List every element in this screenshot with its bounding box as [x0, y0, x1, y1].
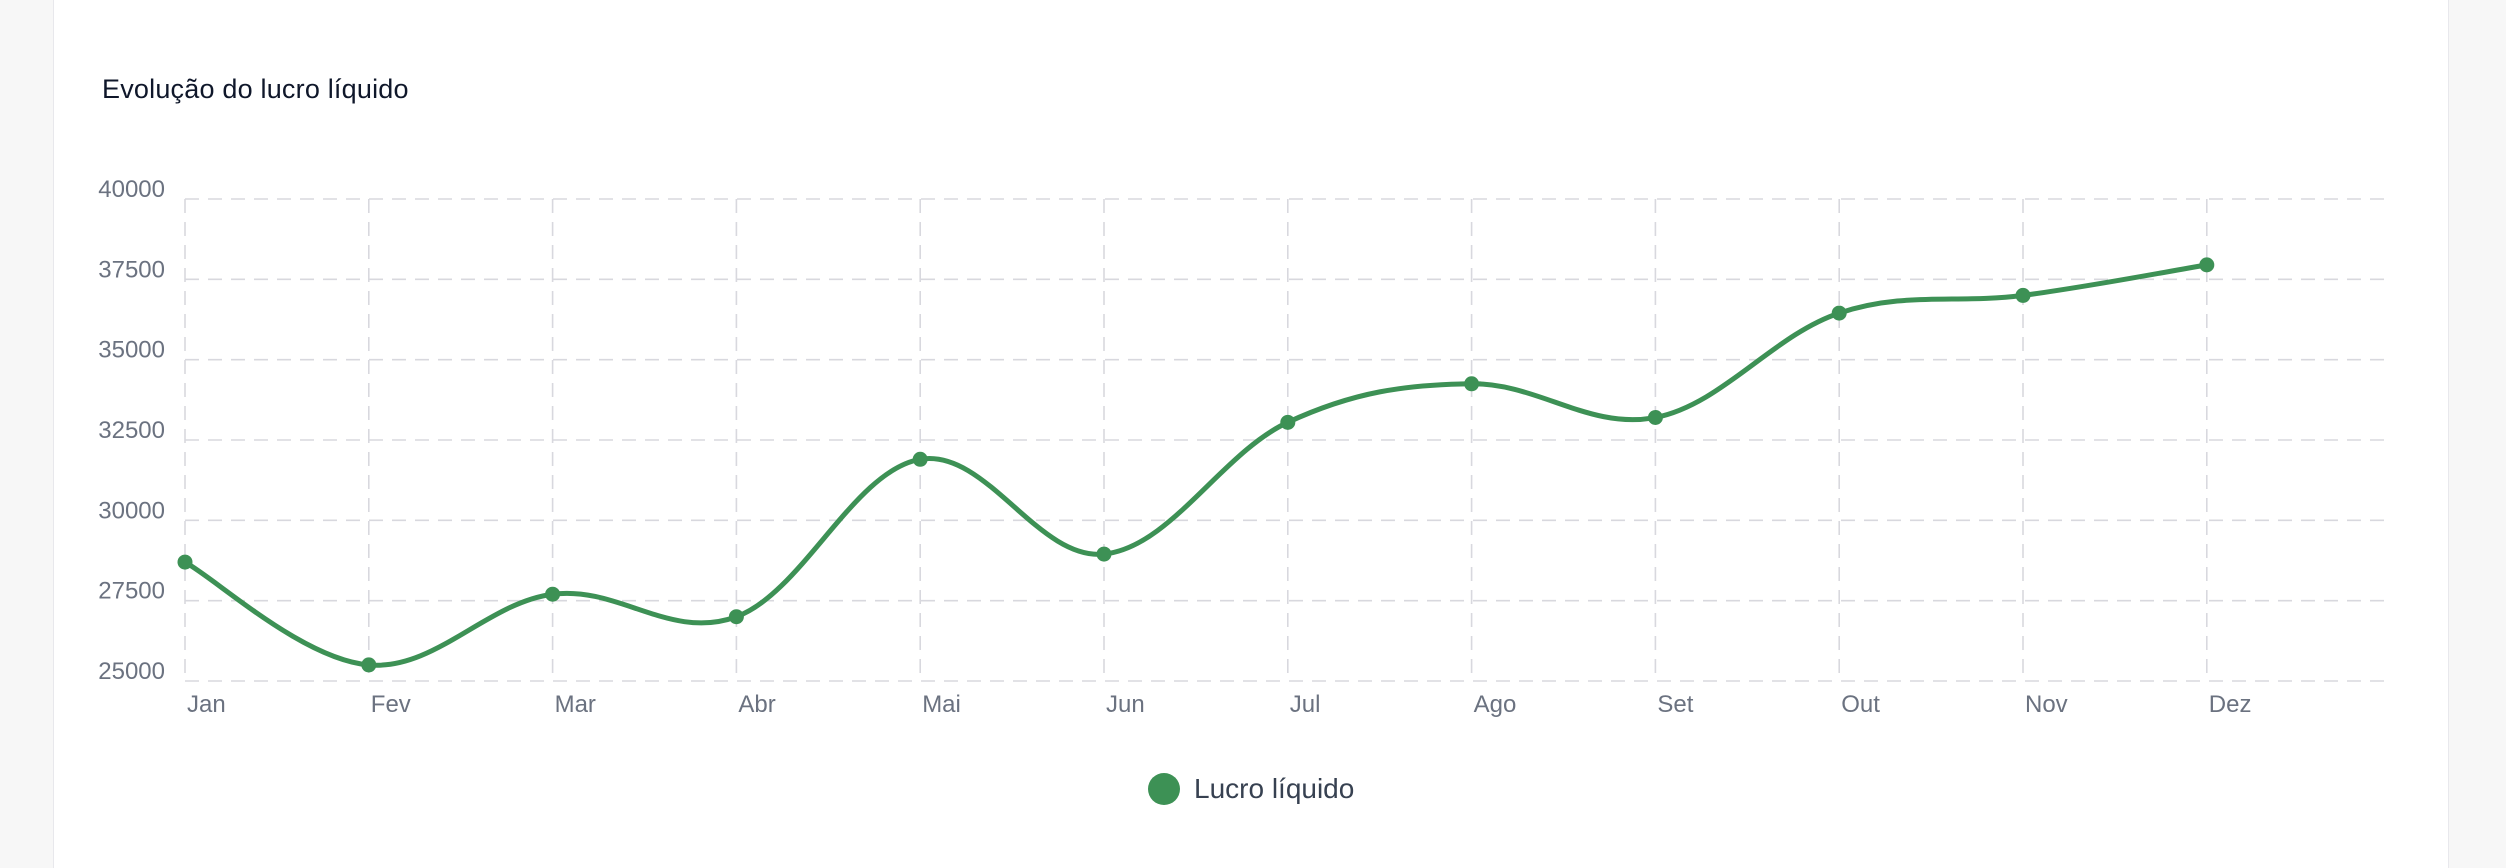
x-tick-label: Dez — [2209, 691, 2252, 718]
y-tick-label: 27500 — [98, 578, 165, 605]
legend-marker-icon — [1148, 773, 1180, 805]
x-tick-label: Abr — [738, 691, 775, 718]
series-line-lucro-liquido — [182, 262, 2210, 668]
chart-grid — [184, 198, 2388, 682]
data-point-nov[interactable] — [2015, 287, 2031, 303]
y-axis-ticks: 40000 37500 35000 32500 30000 27500 25000 — [98, 176, 165, 685]
chart-card-title: Evolução do lucro líquido — [102, 74, 409, 104]
y-tick-label: 40000 — [98, 176, 165, 203]
series-lucro-liquido — [182, 262, 2210, 668]
legend-label: Lucro líquido — [1194, 773, 1355, 804]
data-point-abr[interactable] — [728, 609, 744, 625]
x-axis-ticks: Jan Fev Mar Abr Mai Jun Jul Ago Set Out Nov Dez — [187, 691, 2251, 718]
data-point-mar[interactable] — [545, 586, 561, 602]
y-tick-label: 35000 — [98, 337, 165, 364]
series-points — [177, 257, 2215, 673]
x-tick-label: Jun — [1106, 691, 1145, 718]
y-tick-label: 37500 — [98, 256, 165, 283]
data-point-set[interactable] — [1647, 410, 1663, 426]
y-tick-label: 25000 — [98, 658, 165, 685]
x-tick-label: Jul — [1290, 691, 1321, 718]
chart-legend[interactable]: Lucro líquido — [1148, 772, 1354, 806]
x-tick-label: Nov — [2025, 691, 2068, 718]
data-point-ago[interactable] — [1464, 376, 1480, 392]
x-tick-label: Mai — [922, 691, 961, 718]
x-tick-label: Ago — [1474, 691, 1517, 718]
x-tick-label: Set — [1657, 691, 1693, 718]
x-tick-label: Mar — [555, 691, 596, 718]
data-point-jun[interactable] — [1096, 546, 1112, 562]
x-tick-label: Fev — [371, 691, 411, 718]
data-point-mai[interactable] — [912, 451, 928, 467]
y-tick-label: 30000 — [98, 497, 165, 524]
data-point-fev[interactable] — [361, 657, 377, 673]
y-tick-label: 32500 — [98, 417, 165, 444]
chart-card — [53, 0, 2449, 868]
x-tick-label: Out — [1841, 691, 1880, 718]
data-point-jul[interactable] — [1280, 414, 1296, 430]
x-tick-label: Jan — [187, 691, 226, 718]
data-point-jan[interactable] — [177, 554, 193, 570]
data-point-out[interactable] — [1831, 305, 1847, 321]
data-point-dez[interactable] — [2199, 257, 2215, 273]
